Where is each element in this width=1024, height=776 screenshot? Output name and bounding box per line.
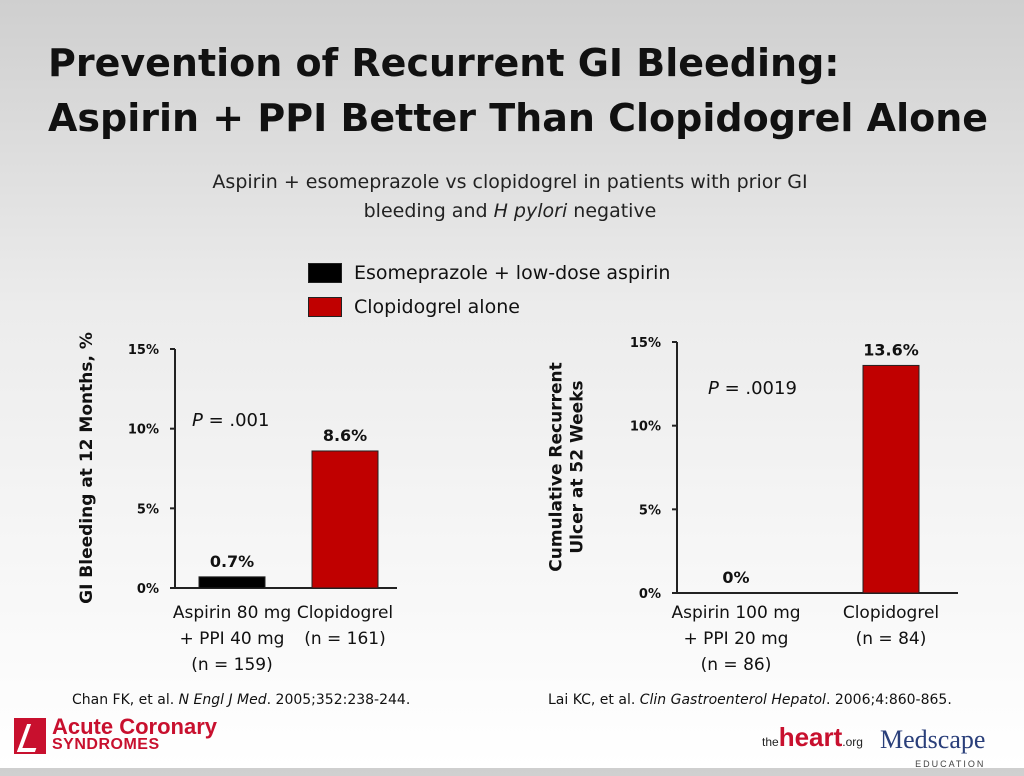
legend-label-clopidogrel: Clopidogrel alone <box>354 296 520 318</box>
chart-0-tick-label: 15% <box>128 343 159 358</box>
citation-right: Lai KC, et al. Clin Gastroenterol Hepato… <box>548 692 952 708</box>
acute-coronary-syndromes-logo: Acute Coronary SYNDROMES <box>14 714 218 754</box>
citation-left-journal: N Engl J Med <box>178 692 267 708</box>
subtitle-line-2-suffix: negative <box>567 200 657 222</box>
chart-1-y-axis-label: Ulcer at 52 Weeks <box>568 380 588 553</box>
chart-0-tick-label: 0% <box>137 582 159 597</box>
chart-0-category-label-0: + PPI 40 mg <box>180 629 285 649</box>
chart-0-category-label-0: (n = 159) <box>191 655 273 675</box>
chart-1-tick-label: 10% <box>630 420 661 435</box>
chart-0-bar-0 <box>198 576 266 589</box>
slide-title: Prevention of Recurrent GI Bleeding: Asp… <box>48 36 1008 146</box>
medscape-logo: Medscape EDUCATION <box>880 725 986 776</box>
medscape-logo-sub: EDUCATION <box>915 759 986 769</box>
theheart-logo-main: heart <box>778 722 843 752</box>
chart-0-y-axis-label: GI Bleeding at 12 Months, % <box>77 332 97 604</box>
chart-0-tick-label: 10% <box>128 423 159 438</box>
chart-0-category-label-1: (n = 161) <box>304 629 386 649</box>
chart-0-bar-1 <box>311 450 379 589</box>
subtitle-line-1: Aspirin + esomeprazole vs clopidogrel in… <box>212 171 808 193</box>
acs-logo-icon <box>14 718 46 754</box>
legend-label-esomeprazole: Esomeprazole + low-dose aspirin <box>354 262 671 284</box>
chart-0-p-value: P = .001 <box>192 410 269 431</box>
chart-1-y-axis-label: Cumulative Recurrent <box>547 362 567 572</box>
chart-1-bar-1 <box>862 364 920 594</box>
acs-logo-line-1: Acute Coronary <box>52 714 218 739</box>
citation-left-rest: . 2005;352:238-244. <box>266 692 411 708</box>
theheart-logo: theheart.org <box>762 724 863 755</box>
chart-1-category-label-1: Clopidogrel <box>843 603 939 623</box>
chart-0-bar-1-value-label: 8.6% <box>323 426 367 445</box>
subtitle-line-2-italic: H pylori <box>493 200 568 222</box>
chart-1-category-label-0: Aspirin 100 mg <box>671 603 800 623</box>
legend-item-clopidogrel: Clopidogrel alone <box>308 290 670 324</box>
theheart-logo-suffix: .org <box>842 735 863 749</box>
chart-0-category-label-0: Aspirin 80 mg <box>173 603 291 623</box>
chart-1-category-label-0: (n = 86) <box>701 655 772 675</box>
citation-right-rest: . 2006;4:860-865. <box>825 692 952 708</box>
chart-1-category-label-0: + PPI 20 mg <box>684 629 789 649</box>
chart-1-p-value: P = .0019 <box>708 378 797 399</box>
chart-1-bar-0-value-label: 0% <box>722 568 749 587</box>
chart-0-tick-label: 5% <box>137 502 159 517</box>
citation-left-authors: Chan FK, et al. <box>72 692 179 708</box>
legend-swatch-black <box>308 263 342 283</box>
subtitle-line-2-prefix: bleeding and <box>363 200 494 222</box>
chart-1-category-label-1: (n = 84) <box>856 629 927 649</box>
theheart-logo-pre: the <box>762 735 779 749</box>
title-line-1: Prevention of Recurrent GI Bleeding: <box>48 41 840 85</box>
citation-left: Chan FK, et al. N Engl J Med. 2005;352:2… <box>72 692 410 708</box>
legend-swatch-red <box>308 297 342 317</box>
chart-legend: Esomeprazole + low-dose aspirin Clopidog… <box>308 256 670 324</box>
legend-item-esomeprazole: Esomeprazole + low-dose aspirin <box>308 256 670 290</box>
chart-1-bar-1-value-label: 13.6% <box>863 340 919 359</box>
citation-right-journal: Clin Gastroenterol Hepatol <box>639 692 826 708</box>
chart-0-category-label-1: Clopidogrel <box>297 603 393 623</box>
chart-1-tick-label: 15% <box>630 336 661 351</box>
title-line-2: Aspirin + PPI Better Than Clopidogrel Al… <box>48 96 989 140</box>
chart-1-tick-label: 5% <box>639 503 661 518</box>
citation-right-authors: Lai KC, et al. <box>548 692 640 708</box>
chart-1-tick-label: 0% <box>639 587 661 602</box>
acs-logo-line-2: SYNDROMES <box>52 736 160 753</box>
medscape-logo-main: Medscape <box>880 725 986 754</box>
slide-subtitle: Aspirin + esomeprazole vs clopidogrel in… <box>100 168 920 226</box>
chart-0-bar-0-value-label: 0.7% <box>210 552 254 571</box>
